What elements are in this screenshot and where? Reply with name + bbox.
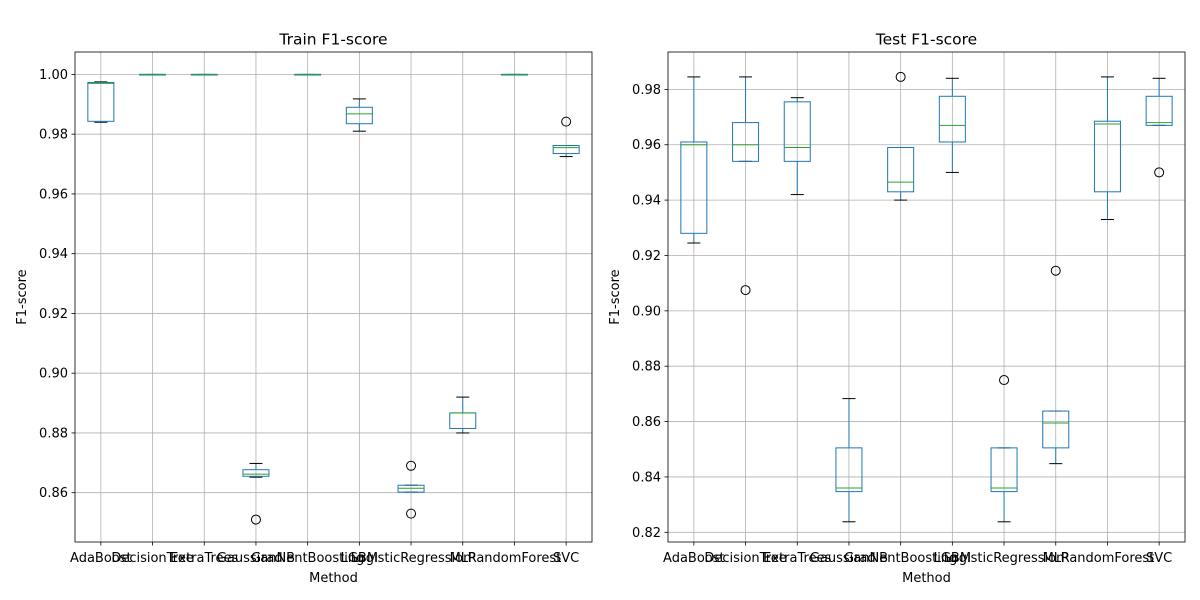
- train-box-svc: [552, 116, 580, 158]
- test-x-tick-label: LGBM: [934, 551, 971, 566]
- box-iqr: [552, 145, 580, 155]
- train-box-decisiontree: [139, 73, 167, 76]
- outlier-point: [406, 460, 417, 471]
- train-y-tick-label: 1.00: [39, 68, 68, 83]
- train-y-axis-label: F1-score: [15, 269, 30, 324]
- test-chart-title: Test F1-score: [875, 31, 977, 49]
- test-x-tick-label: RandomForest: [1061, 551, 1155, 566]
- test-x-tick-label: LogisticRegression: [944, 551, 1065, 566]
- outlier-point: [561, 116, 572, 127]
- test-y-tick-label: 0.96: [632, 138, 661, 153]
- train-box-mlp: [449, 396, 477, 434]
- test-box-extratrees: [783, 97, 811, 196]
- test-x-tick-label: GradientBoosting: [844, 551, 957, 566]
- train-y-tick-label: 0.86: [39, 486, 68, 501]
- test-box-gaussiannb: [835, 398, 863, 523]
- train-box-randomforest: [500, 73, 528, 76]
- train-x-tick-label: GradientBoosting: [251, 551, 364, 566]
- box-iqr: [783, 101, 811, 162]
- outlier-point: [1154, 167, 1165, 178]
- outlier-point: [1050, 265, 1061, 276]
- test-x-tick-label: GaussianNB: [810, 551, 888, 566]
- train-box-extratrees: [190, 73, 218, 76]
- test-x-tick-label: SVC: [1146, 551, 1172, 566]
- test-box-lgbm: [938, 77, 966, 173]
- test-f1-panel: Test F1-score Method F1-score 0.82 0.84 0.…: [608, 31, 1186, 586]
- outlier-point: [895, 71, 906, 82]
- train-x-tick-label: LogisticRegression: [351, 551, 472, 566]
- test-x-tick-label: MLP: [1043, 551, 1069, 566]
- box-iqr: [835, 447, 863, 493]
- train-y-tick-label: 0.96: [39, 187, 68, 202]
- train-x-tick-label: AdaBoost: [70, 551, 132, 566]
- test-y-tick-label: 0.82: [632, 526, 661, 541]
- test-box-svc: [1145, 77, 1173, 178]
- train-y-tick-label: 0.88: [39, 426, 68, 441]
- outlier-point: [740, 285, 751, 296]
- test-y-tick-label: 0.98: [632, 83, 661, 98]
- outlier-point: [250, 514, 261, 525]
- train-x-tick-label: LGBM: [341, 551, 378, 566]
- box-iqr: [87, 81, 115, 122]
- test-box-logisticregression: [990, 375, 1018, 523]
- train-y-tick-label: 0.90: [39, 367, 68, 382]
- test-y-axis-label: F1-score: [608, 269, 623, 324]
- test-y-tick-label: 0.84: [632, 470, 661, 485]
- box-iqr: [1093, 120, 1121, 193]
- train-y-tick-label: 0.94: [39, 247, 68, 262]
- train-box-lgbm: [345, 98, 373, 132]
- test-y-tick-label: 0.90: [632, 304, 661, 319]
- train-y-tick-label: 0.92: [39, 307, 68, 322]
- test-box-randomforest: [1093, 76, 1121, 220]
- train-f1-panel: Train F1-score Method F1-score 0.86 0.88 0…: [15, 31, 593, 586]
- box-iqr: [1042, 410, 1070, 449]
- train-x-tick-label: RandomForest: [468, 551, 562, 566]
- test-x-tick-label: ExtraTrees: [763, 551, 831, 566]
- box-iqr: [732, 122, 760, 162]
- box-iqr: [345, 106, 373, 125]
- box-iqr: [990, 447, 1018, 493]
- test-box-decisiontree: [732, 76, 760, 296]
- test-box-adaboost: [680, 76, 708, 244]
- train-x-tick-label: ExtraTrees: [170, 551, 238, 566]
- test-y-tick-label: 0.92: [632, 249, 661, 264]
- train-grid: [75, 52, 592, 542]
- test-x-tick-label: DecisionTree: [704, 551, 786, 566]
- test-y-tick-label: 0.94: [632, 194, 661, 209]
- train-chart-title: Train F1-score: [278, 31, 387, 49]
- box-iqr: [938, 95, 966, 143]
- train-x-axis-label: Method: [309, 571, 358, 586]
- test-y-tick-label: 0.86: [632, 415, 661, 430]
- test-box-mlp: [1042, 265, 1070, 465]
- test-x-axis-label: Method: [902, 571, 951, 586]
- train-box-gradientboosting: [294, 73, 322, 76]
- box-iqr: [887, 147, 915, 193]
- test-x-tick-label: AdaBoost: [663, 551, 725, 566]
- test-plot-frame: [667, 51, 1186, 543]
- train-box-gaussiannb: [242, 462, 270, 525]
- box-iqr: [242, 469, 270, 477]
- box-iqr: [680, 141, 708, 234]
- train-x-tick-label: SVC: [553, 551, 579, 566]
- train-x-tick-label: MLP: [450, 551, 476, 566]
- test-grid: [668, 52, 1185, 542]
- train-plot-frame: [74, 51, 593, 543]
- train-y-tick-label: 0.98: [39, 128, 68, 143]
- box-iqr: [1145, 95, 1173, 126]
- test-y-tick-label: 0.88: [632, 360, 661, 375]
- outlier-point: [406, 508, 417, 519]
- train-x-tick-label: GaussianNB: [217, 551, 295, 566]
- test-box-gradientboosting: [887, 71, 915, 201]
- train-box-adaboost: [87, 81, 115, 123]
- train-box-logisticregression: [397, 460, 425, 519]
- outlier-point: [999, 375, 1010, 386]
- train-x-tick-label: DecisionTree: [111, 551, 193, 566]
